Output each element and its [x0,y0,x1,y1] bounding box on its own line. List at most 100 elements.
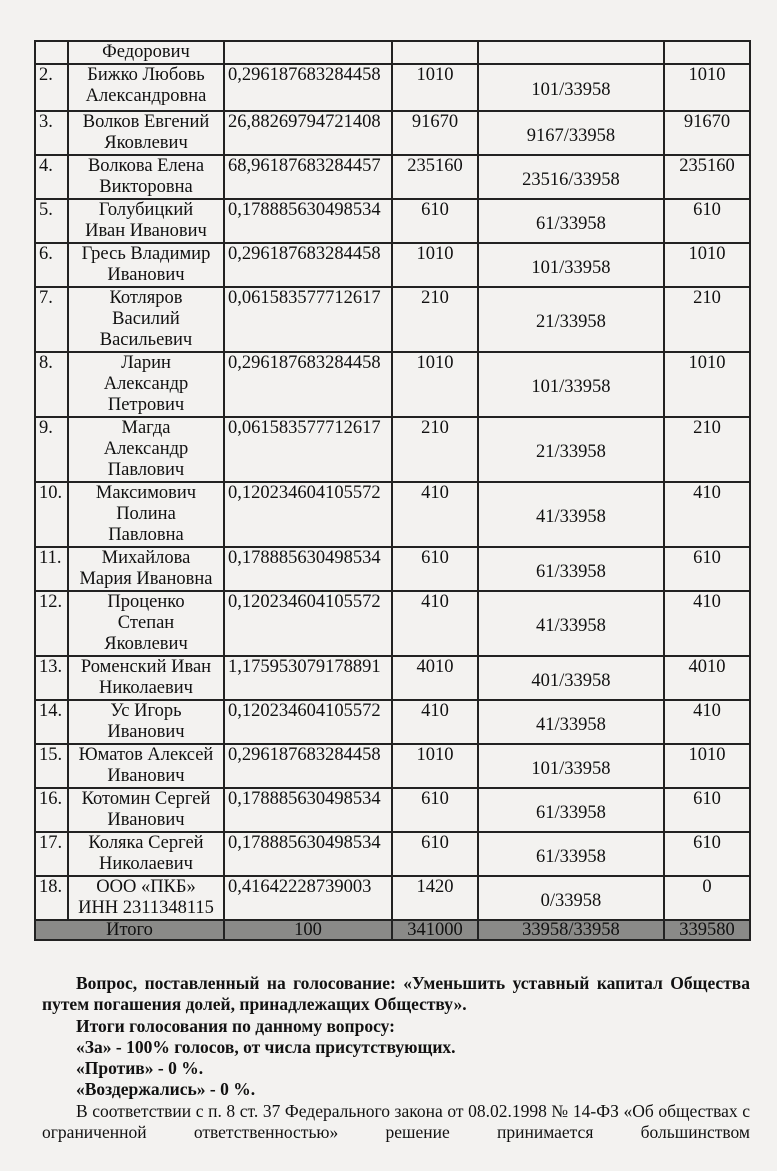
holder-name: Бижко Любовь Александровна [67,63,225,112]
share-percent: 68,96187683284457 [223,154,393,200]
law-reference: В соответствии с п. 8 ст. 37 Федеральног… [42,1100,750,1143]
share-fraction: 61/33958 [477,787,665,833]
nominal-value: 610 [391,787,479,833]
holder-name: Ус Игорь Иванович [67,699,225,745]
shareholders-table: Федорович 2. Бижко Любовь Александровна 0,2… [34,40,751,941]
nominal-value: 4010 [391,655,479,701]
row-number: 5. [34,198,69,244]
share-percent: 1,175953079178891 [223,655,393,701]
row-number: 15. [34,743,69,789]
row-number: 13. [34,655,69,701]
table-row: Федорович [34,40,751,65]
table-row: 4. Волкова Елена Викторовна 68,96187683284… [34,154,751,200]
holder-name: Ларин Александр Петрович [67,351,225,418]
table-row: 8. Ларин Александр Петрович 0,296187683284… [34,351,751,418]
share-percent: 0,120234604105572 [223,590,393,657]
votes-count: 4010 [663,655,751,701]
holder-name: Коляка Сергей Николаевич [67,831,225,877]
table-row: 5. Голубицкий Иван Иванович 0,178885630498… [34,198,751,244]
table-row: 3. Волков Евгений Яковлевич 26,88269794721… [34,110,751,156]
total-fraction: 33958/33958 [477,919,665,941]
holder-name: Федорович [67,40,225,65]
share-percent: 0,178885630498534 [223,787,393,833]
votes-count: 410 [663,590,751,657]
total-label: Итого [34,919,225,941]
share-fraction: 101/33958 [477,242,665,288]
votes-count: 610 [663,546,751,592]
share-fraction: 61/33958 [477,546,665,592]
nominal-value: 410 [391,590,479,657]
holder-name: Котляров Василий Васильевич [67,286,225,353]
holder-name: Волков Евгений Яковлевич [67,110,225,156]
share-fraction: 61/33958 [477,831,665,877]
votes-count: 610 [663,787,751,833]
table-row: 7. Котляров Василий Васильевич 0,061583577… [34,286,751,353]
votes-abstained: «Воздержались» - 0 %. [76,1079,256,1100]
holder-name: Магда Александр Павлович [67,416,225,483]
holder-name: Котомин Сергей Иванович [67,787,225,833]
table-row: 12. Проценко Степан Яковлевич 0,1202346041… [34,590,751,657]
votes-against: «Против» - 0 %. [76,1058,204,1079]
share-fraction [477,40,665,65]
row-number: 8. [34,351,69,418]
row-number: 3. [34,110,69,156]
holder-name: Юматов Алексей Иванович [67,743,225,789]
table-row: 13. Роменский Иван Николаевич 1,1759530791… [34,655,751,701]
holder-name: Гресь Владимир Иванович [67,242,225,288]
votes-count: 610 [663,831,751,877]
share-fraction: 41/33958 [477,481,665,548]
table-row: 6. Гресь Владимир Иванович 0,2961876832844… [34,242,751,288]
share-fraction: 9167/33958 [477,110,665,156]
holder-name: ООО «ПКБ» ИНН 2311348115 [67,875,225,921]
table-row: 11. Михайлова Мария Ивановна 0,17888563049… [34,546,751,592]
share-percent: 0,061583577712617 [223,416,393,483]
share-percent: 0,120234604105572 [223,481,393,548]
holder-name: Михайлова Мария Ивановна [67,546,225,592]
row-number: 2. [34,63,69,112]
votes-count: 1010 [663,743,751,789]
holder-name: Проценко Степан Яковлевич [67,590,225,657]
share-percent: 0,178885630498534 [223,831,393,877]
nominal-value: 610 [391,198,479,244]
share-percent: 0,296187683284458 [223,242,393,288]
row-number: 11. [34,546,69,592]
total-percent: 100 [223,919,393,941]
share-fraction: 21/33958 [477,286,665,353]
row-number: 9. [34,416,69,483]
holder-name: Волкова Елена Викторовна [67,154,225,200]
share-fraction: 401/33958 [477,655,665,701]
votes-count: 210 [663,416,751,483]
share-fraction: 101/33958 [477,63,665,112]
nominal-value: 1420 [391,875,479,921]
table-row: 9. Магда Александр Павлович 0,061583577712… [34,416,751,483]
nominal-value: 1010 [391,63,479,112]
row-number: 4. [34,154,69,200]
document-body: Вопрос, поставленный на голосование: «Ум… [42,973,750,1143]
table-row: 2. Бижко Любовь Александровна 0,2961876832… [34,63,751,112]
share-percent: 0,061583577712617 [223,286,393,353]
share-fraction: 21/33958 [477,416,665,483]
nominal-value: 210 [391,286,479,353]
votes-count: 410 [663,699,751,745]
row-number: 14. [34,699,69,745]
total-row: Итого 100 341000 33958/33958 339580 [34,919,751,941]
holder-name: Голубицкий Иван Иванович [67,198,225,244]
row-number: 17. [34,831,69,877]
votes-count: 610 [663,198,751,244]
share-percent: 26,88269794721408 [223,110,393,156]
votes-count: 1010 [663,242,751,288]
share-percent: 0,296187683284458 [223,351,393,418]
voting-question: Вопрос, поставленный на голосование: «Ум… [42,973,750,1015]
nominal-value: 210 [391,416,479,483]
votes-count: 410 [663,481,751,548]
total-nominal: 341000 [391,919,479,941]
nominal-value: 610 [391,831,479,877]
nominal-value: 410 [391,481,479,548]
share-percent: 0,296187683284458 [223,743,393,789]
row-number: 12. [34,590,69,657]
share-percent: 0,41642228739003 [223,875,393,921]
nominal-value: 410 [391,699,479,745]
share-percent: 0,178885630498534 [223,546,393,592]
total-votes: 339580 [663,919,751,941]
share-fraction: 41/33958 [477,590,665,657]
